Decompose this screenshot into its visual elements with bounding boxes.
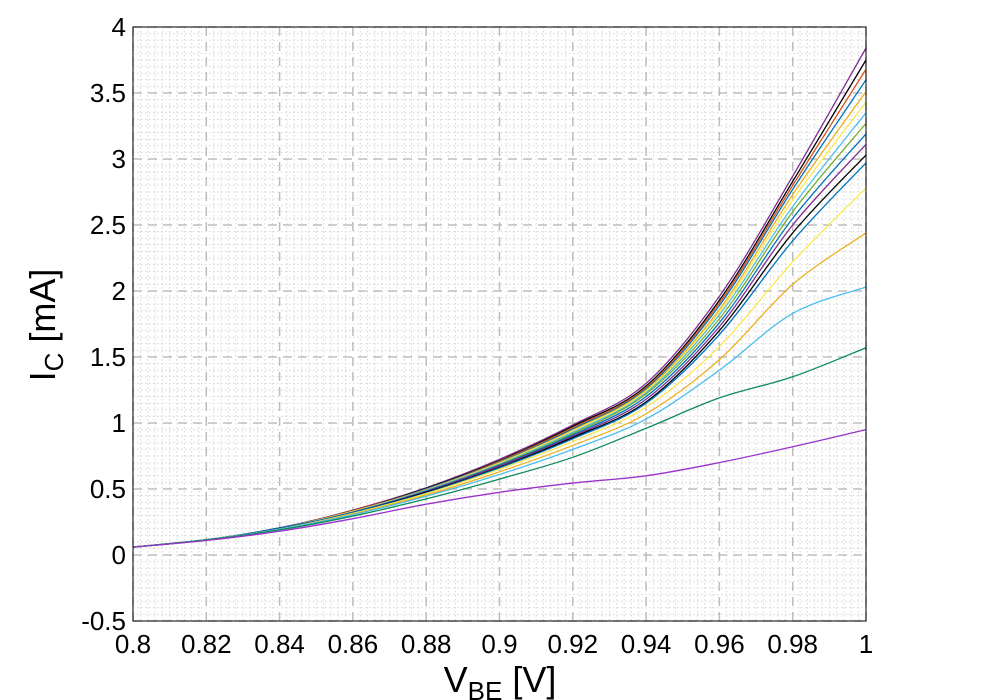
- x-tick-label: 0.84: [254, 629, 305, 659]
- y-tick-label: 0.5: [90, 474, 126, 504]
- x-tick-label: 0.96: [694, 629, 745, 659]
- x-tick-label: 1: [859, 629, 873, 659]
- y-tick-label: 3: [112, 144, 126, 174]
- minor-grid: [133, 27, 866, 621]
- series-line-16: [132, 347, 867, 548]
- x-tick-label: 0.92: [547, 629, 598, 659]
- y-tick-label: -0.5: [81, 606, 126, 636]
- x-tick-label: 0.82: [181, 629, 232, 659]
- x-tick-label: 0.8: [115, 629, 151, 659]
- x-tick-label: 0.88: [401, 629, 452, 659]
- y-tick-labels: -0.5 0 0.5 1 1.5 2 2.5 3 3.5 4: [81, 12, 126, 636]
- x-axis-title-main: V: [444, 659, 468, 700]
- x-axis-title-sub: BE: [468, 676, 503, 700]
- y-axis-title-main: I: [22, 371, 63, 381]
- x-axis-title: VBE [V]: [444, 659, 557, 700]
- y-axis-title: IC [mA]: [22, 269, 69, 382]
- x-tick-label: 0.9: [481, 629, 517, 659]
- y-tick-label: 2.5: [90, 210, 126, 240]
- x-tick-labels: 0.8 0.82 0.84 0.86 0.88 0.9 0.92 0.94 0.96 0.98 1: [115, 629, 873, 659]
- y-axis-title-sub: C: [39, 353, 69, 372]
- x-tick-label: 0.94: [621, 629, 672, 659]
- y-tick-label: 4: [112, 12, 126, 42]
- x-tick-label: 0.86: [328, 629, 379, 659]
- y-tick-label: 2: [112, 276, 126, 306]
- y-tick-label: 3.5: [90, 78, 126, 108]
- series-group: [132, 47, 867, 548]
- x-tick-label: 0.98: [767, 629, 818, 659]
- plot-frame: [132, 26, 867, 622]
- x-axis-title-unit: [V]: [502, 659, 556, 700]
- y-tick-label: 1: [112, 408, 126, 438]
- y-tick-label: 1.5: [90, 342, 126, 372]
- y-tick-label: 0: [112, 540, 126, 570]
- series-line-17: [132, 428, 867, 548]
- y-axis-title-unit: [mA]: [22, 269, 63, 353]
